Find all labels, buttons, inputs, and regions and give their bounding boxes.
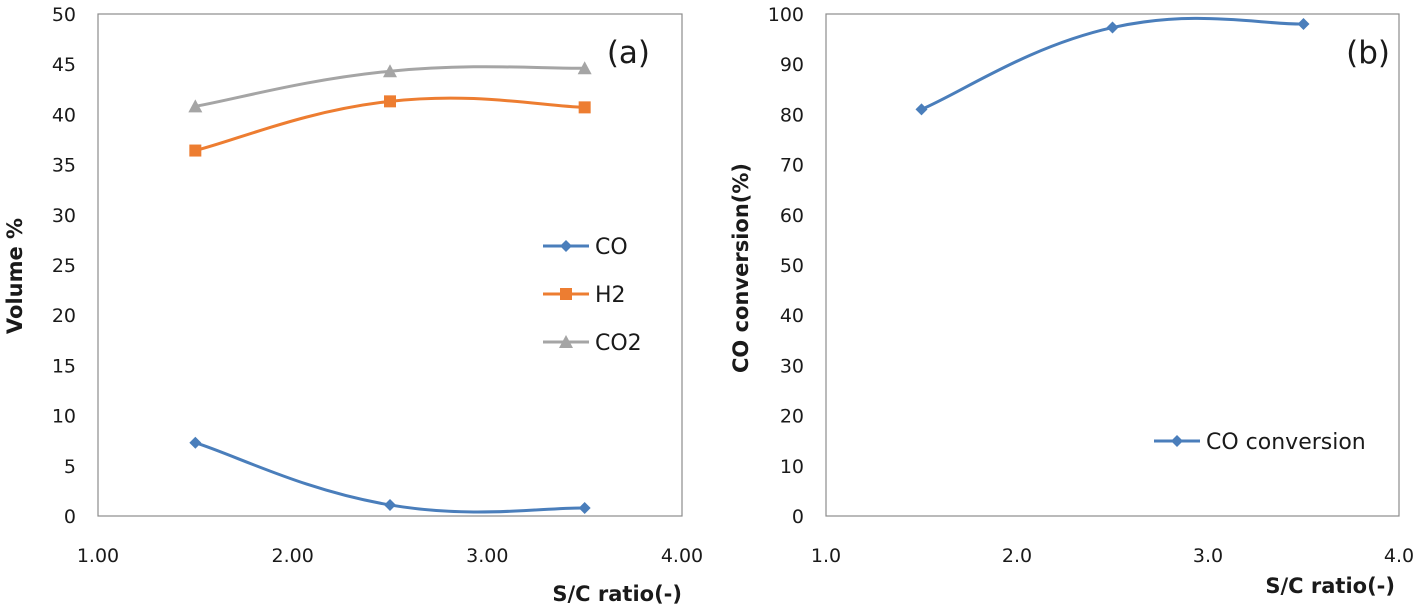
chart-a: 0 5 10 15 20 25 30 35 40 45 50 1.00 2.00 3.00 4.00 (a… <box>3 4 703 606</box>
data-point-co-conversion <box>1297 18 1310 31</box>
chart-a-x-axis-title: S/C ratio(-) <box>552 582 682 606</box>
chart-a-legend: CO H2 CO2 <box>543 235 642 356</box>
y-tick-label: 20 <box>52 305 76 327</box>
y-tick-label: 10 <box>780 456 804 478</box>
legend-swatch-marker <box>559 335 573 348</box>
y-tick-label: 60 <box>780 205 804 227</box>
series-co-conversion <box>915 16 1310 116</box>
chart-a-x-axis: 1.00 2.00 3.00 4.00 <box>77 545 703 567</box>
chart-b-x-axis: 1.0 2.0 3.0 4.0 <box>811 545 1414 567</box>
y-tick-label: 90 <box>780 54 804 76</box>
data-point-h2 <box>578 101 591 114</box>
legend-item-co2: CO2 <box>543 331 642 356</box>
y-tick-label: 50 <box>52 4 76 26</box>
y-tick-label: 10 <box>52 406 76 428</box>
y-tick-label: 70 <box>780 155 804 177</box>
x-tick-label: 4.00 <box>661 545 703 567</box>
chart-a-plot-frame <box>97 13 683 517</box>
series-co2 <box>188 61 592 113</box>
y-tick-label: 45 <box>52 54 76 76</box>
y-tick-label: 5 <box>64 456 76 478</box>
chart-a-series <box>188 61 592 514</box>
x-tick-label: 3.0 <box>1193 545 1223 567</box>
y-tick-label: 100 <box>768 4 804 26</box>
chart-b-x-axis-title: S/C ratio(-) <box>1265 574 1395 598</box>
chart-b-y-axis: 0 10 20 30 40 50 60 70 80 90 100 <box>768 4 804 528</box>
chart-b-legend: CO conversion <box>1154 430 1366 455</box>
x-tick-label: 1.00 <box>77 545 119 567</box>
legend-swatch-marker <box>560 288 572 300</box>
data-point-co <box>384 498 396 511</box>
y-tick-label: 15 <box>52 355 76 377</box>
y-tick-label: 0 <box>64 506 76 528</box>
x-tick-label: 1.0 <box>811 545 841 567</box>
y-tick-label: 0 <box>792 506 804 528</box>
chart-b-series <box>915 16 1310 116</box>
x-tick-label: 2.00 <box>272 545 314 567</box>
data-point-co-conversion <box>915 103 928 116</box>
chart-a-panel-label: (a) <box>607 35 650 71</box>
y-tick-label: 20 <box>780 406 804 428</box>
legend-swatch-marker <box>1171 435 1183 447</box>
data-point-h2 <box>384 95 396 108</box>
chart-b-panel-label: (b) <box>1346 35 1390 71</box>
y-tick-label: 40 <box>52 104 76 126</box>
y-tick-label: 30 <box>52 205 76 227</box>
data-point-co <box>189 436 202 449</box>
y-tick-label: 35 <box>52 155 76 177</box>
legend-item-h2: H2 <box>543 283 626 308</box>
x-tick-label: 2.0 <box>1002 545 1032 567</box>
data-point-co <box>578 501 591 514</box>
x-tick-label: 3.00 <box>466 545 508 567</box>
legend-swatch-marker <box>560 240 572 252</box>
legend-item-co-conversion: CO conversion <box>1154 430 1366 455</box>
series-h2 <box>189 95 591 157</box>
x-tick-label: 4.0 <box>1384 545 1414 567</box>
chart-a-y-axis: 0 5 10 15 20 25 30 35 40 45 50 <box>52 4 76 528</box>
series-co <box>189 436 591 514</box>
legend-label: CO conversion <box>1206 430 1366 455</box>
chart-a-y-axis-title: Volume % <box>3 218 27 334</box>
y-tick-label: 40 <box>780 305 804 327</box>
legend-label: H2 <box>595 283 626 308</box>
data-point-co2 <box>188 99 203 113</box>
chart-b-plot-frame <box>825 13 1400 517</box>
y-tick-label: 30 <box>780 355 804 377</box>
chart-b-y-axis-title: CO conversion(%) <box>729 163 753 373</box>
legend-label: CO2 <box>595 331 642 356</box>
legend-item-co: CO <box>543 235 628 260</box>
data-point-co2 <box>577 61 592 75</box>
data-point-co-conversion <box>1106 21 1119 34</box>
data-point-co2 <box>383 64 397 78</box>
y-tick-label: 25 <box>52 255 76 277</box>
y-tick-label: 80 <box>780 104 804 126</box>
y-tick-label: 50 <box>780 255 804 277</box>
legend-label: CO <box>595 235 628 260</box>
data-point-h2 <box>189 144 202 157</box>
